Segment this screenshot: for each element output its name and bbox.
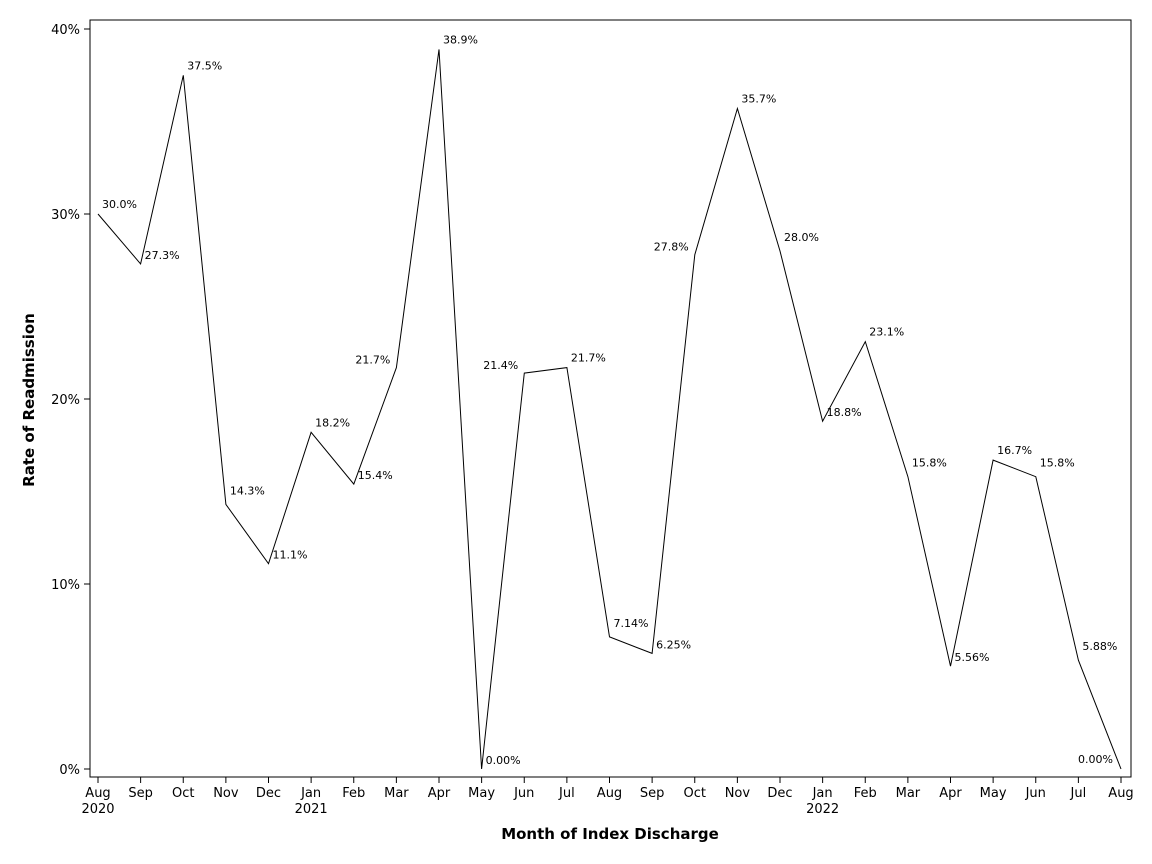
x-tick-label: Dec bbox=[256, 786, 281, 801]
x-tick-label: Feb bbox=[342, 786, 365, 801]
y-tick-label: 20% bbox=[51, 393, 80, 408]
x-tick-label: Mar bbox=[384, 786, 409, 801]
x-tick-label: Jan bbox=[812, 786, 833, 801]
x-tick-label: Jul bbox=[558, 786, 575, 801]
x-tick-label: May bbox=[468, 786, 495, 801]
x-tick-label: Oct bbox=[172, 786, 194, 801]
x-tick-label: Dec bbox=[767, 786, 792, 801]
x-tick-label: Aug bbox=[597, 786, 622, 801]
data-label: 14.3% bbox=[230, 484, 265, 497]
y-tick-label: 0% bbox=[59, 763, 80, 778]
data-label: 6.25% bbox=[656, 638, 691, 651]
data-label: 30.0% bbox=[102, 198, 137, 211]
x-year-label: 2022 bbox=[806, 802, 839, 817]
data-labels: 30.0% 27.3% 37.5% 14.3% 11.1% 18.2% 15.4% 21.7%… bbox=[102, 33, 1117, 767]
x-tick-label: Jan bbox=[300, 786, 321, 801]
data-label: 21.7% bbox=[571, 352, 606, 365]
x-tick-label: Sep bbox=[128, 786, 153, 801]
data-label: 16.7% bbox=[997, 444, 1032, 457]
x-tick-label: Feb bbox=[854, 786, 877, 801]
data-label: 21.7% bbox=[355, 354, 390, 367]
data-label: 0.00% bbox=[1078, 753, 1113, 766]
series-line bbox=[97, 49, 1122, 770]
data-label: 38.9% bbox=[443, 33, 478, 46]
data-label: 27.3% bbox=[145, 249, 180, 262]
x-year-label: 2021 bbox=[295, 802, 328, 817]
x-tick-label: Nov bbox=[725, 786, 751, 801]
x-tick-label: Apr bbox=[428, 786, 451, 801]
x-tick-label: Jun bbox=[1025, 786, 1046, 801]
x-tick-label: Nov bbox=[213, 786, 239, 801]
x-tick-label: Aug bbox=[1108, 786, 1133, 801]
data-label: 21.4% bbox=[483, 359, 518, 372]
data-label: 15.8% bbox=[1040, 457, 1075, 470]
data-label: 18.2% bbox=[315, 416, 350, 429]
data-label: 35.7% bbox=[741, 93, 776, 106]
data-label: 28.0% bbox=[784, 231, 819, 244]
y-tick-label: 40% bbox=[51, 23, 80, 38]
x-year-label: 2020 bbox=[81, 802, 114, 817]
x-tick-label: Sep bbox=[640, 786, 665, 801]
data-label: 0.00% bbox=[486, 754, 521, 767]
data-label: 23.1% bbox=[869, 326, 904, 339]
data-label: 5.88% bbox=[1082, 640, 1117, 653]
x-tick-label: Jul bbox=[1070, 786, 1087, 801]
data-label: 5.56% bbox=[955, 651, 990, 664]
y-axis-title: Rate of Readmission bbox=[20, 313, 38, 487]
data-label: 7.14% bbox=[614, 617, 649, 630]
x-tick-label: Apr bbox=[939, 786, 962, 801]
data-label: 11.1% bbox=[273, 549, 308, 562]
x-tick-label: Mar bbox=[896, 786, 921, 801]
data-label: 15.4% bbox=[358, 469, 393, 482]
x-tick-label: May bbox=[980, 786, 1007, 801]
x-tick-label: Jun bbox=[513, 786, 534, 801]
data-label: 27.8% bbox=[654, 241, 689, 254]
data-label: 18.8% bbox=[827, 406, 862, 419]
x-tick-label: Aug bbox=[85, 786, 110, 801]
y-axis: 0% 10% 20% 30% 40% bbox=[51, 23, 90, 778]
y-tick-label: 10% bbox=[51, 578, 80, 593]
x-tick-label: Oct bbox=[684, 786, 706, 801]
y-tick-label: 30% bbox=[51, 208, 80, 223]
data-label: 15.8% bbox=[912, 457, 947, 470]
x-axis-title: Month of Index Discharge bbox=[501, 825, 719, 843]
data-label: 37.5% bbox=[187, 59, 222, 72]
